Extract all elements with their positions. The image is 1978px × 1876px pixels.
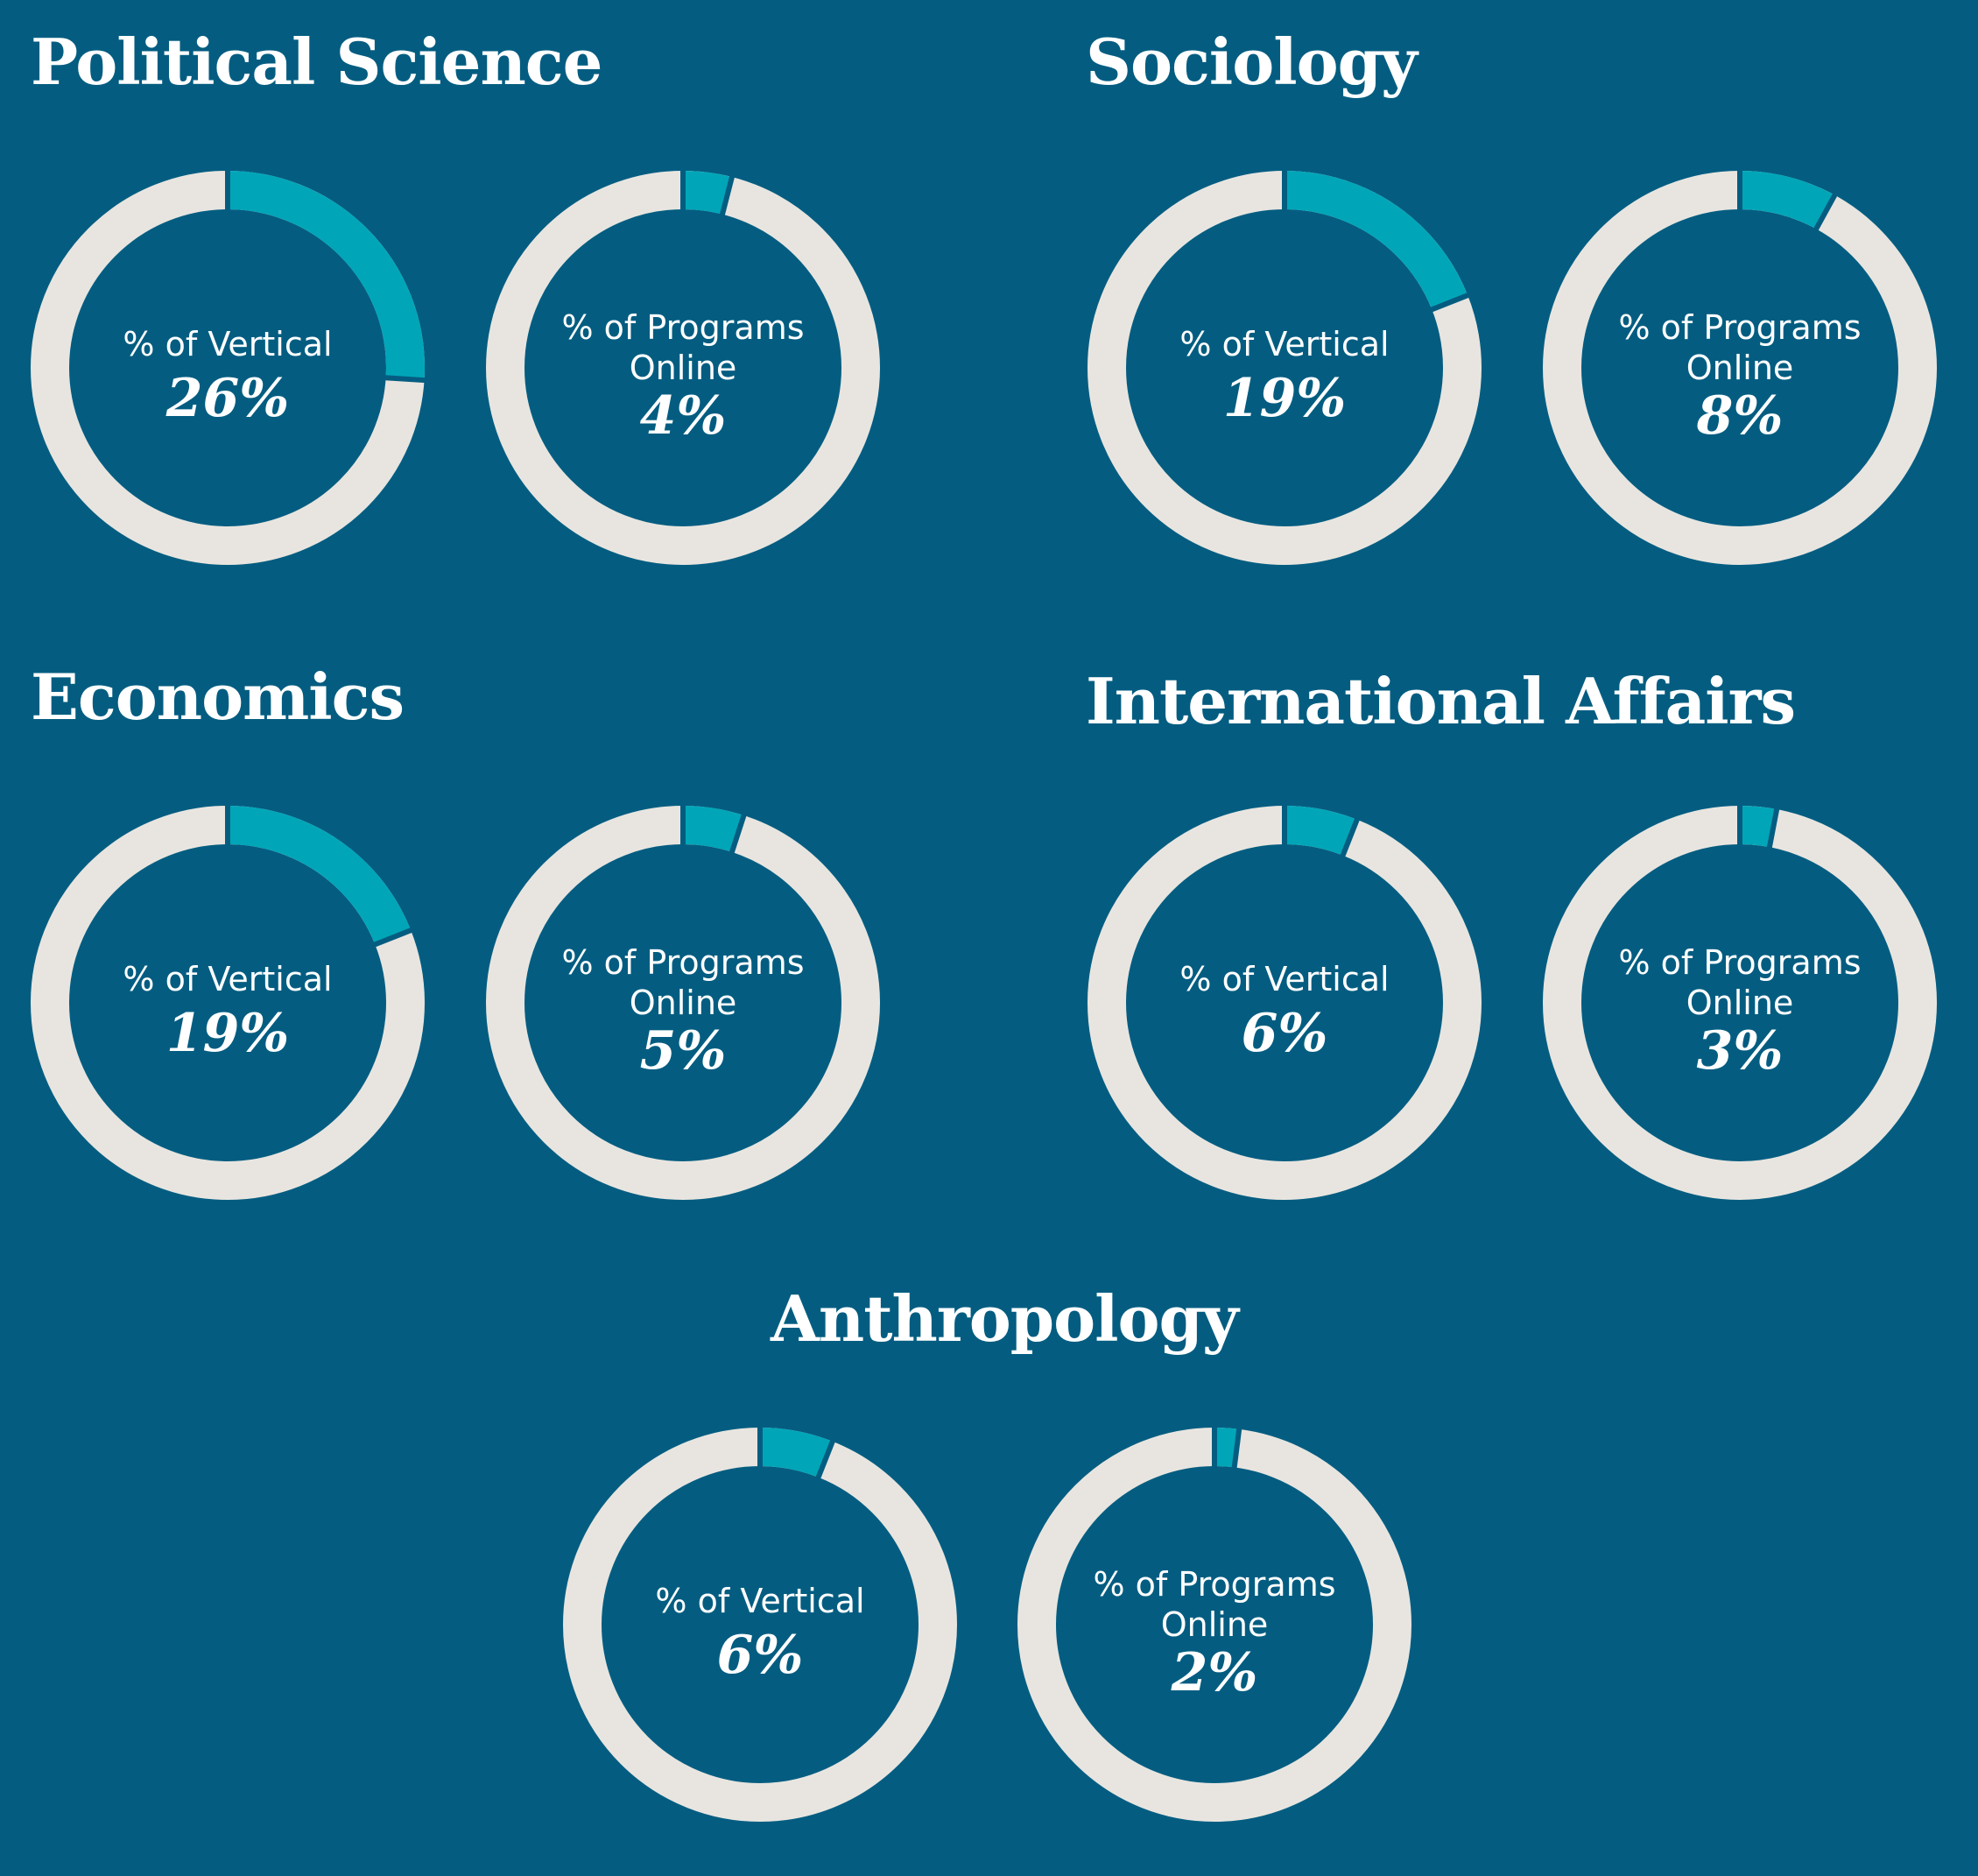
economics-programs-online-value: 5% [640,1020,727,1082]
sociology-programs-online-label-line-2: Online [1686,349,1794,387]
sociology-programs-online-label-line-1: % of Programs [1618,308,1861,347]
economics-vertical-slice [227,806,412,945]
political-science-programs-online-label-line-2: Online [630,349,737,387]
economics-programs-online-label-line-2: Online [630,984,737,1022]
political-science-programs-online-slice [682,171,732,215]
sociology-vertical-separator-end [1430,293,1470,313]
international-affairs-vertical-value: 6% [1242,1003,1328,1064]
sociology-programs-online-slice [1739,171,1835,229]
sociology-vertical-value: 19% [1223,368,1347,429]
anthropology-programs-online-value: 2% [1171,1642,1258,1703]
international-affairs-vertical-label: % of Vertical [1179,960,1389,998]
economics-programs-online-separator-end [729,814,747,854]
economics-programs-online-slice [682,806,744,853]
anthropology-programs-online-separator-end [1231,1428,1242,1469]
anthropology-programs-online-label-line-1: % of Programs [1093,1565,1335,1604]
donut-anthropology-vertical: % of Vertical 6% [563,1427,957,1822]
political-science-programs-online-value: 4% [640,385,727,447]
chart-title-political-science: Political Science [31,25,602,99]
political-science-programs-online-label-line-1: % of Programs [561,308,804,347]
international-affairs-programs-online-label-line-1: % of Programs [1618,943,1861,982]
anthropology-vertical-slice [759,1428,833,1478]
international-affairs-programs-online-label-line-2: Online [1686,984,1794,1022]
donut-political-science-vertical: % of Vertical 26% [31,170,426,565]
anthropology-vertical-label: % of Vertical [655,1582,864,1620]
sociology-programs-online-value: 8% [1696,385,1784,447]
economics-vertical-value: 19% [166,1003,290,1064]
chart-title-sociology: Sociology [1086,25,1418,99]
international-affairs-programs-online-separator-end [1766,808,1780,849]
donut-economics-vertical: % of Vertical 19% [31,805,425,1200]
political-science-vertical-value: 26% [165,368,290,429]
international-affairs-programs-online-slice [1739,806,1777,848]
anthropology-vertical-value: 6% [717,1625,804,1686]
anthropology-vertical-separator-end [815,1439,835,1479]
political-science-vertical-separator-end [384,375,426,384]
economics-programs-online-label-line-1: % of Programs [561,943,804,982]
political-science-vertical-label: % of Vertical [123,325,332,363]
chart-title-international-affairs: International Affairs [1086,664,1796,738]
economics-vertical-label: % of Vertical [123,960,332,998]
international-affairs-vertical-separator-end [1340,817,1360,857]
political-science-vertical-slice [227,171,425,381]
chart-title-anthropology: Anthropology [771,1281,1239,1356]
international-affairs-vertical-slice [1284,806,1357,856]
anthropology-programs-online-slice [1214,1428,1240,1468]
donut-international-affairs-vertical: % of Vertical 6% [1088,805,1482,1200]
sociology-vertical-label: % of Vertical [1179,325,1389,363]
anthropology-programs-online-label-line-2: Online [1161,1605,1269,1644]
chart-title-economics: Economics [31,659,405,734]
international-affairs-programs-online-value: 3% [1697,1020,1784,1082]
economics-vertical-separator-end [373,927,413,948]
political-science-programs-online-separator-end [719,175,736,216]
sociology-programs-online-separator-end [1813,193,1838,231]
donut-sociology-vertical: % of Vertical 19% [1088,170,1482,565]
sociology-vertical-slice [1284,171,1468,310]
